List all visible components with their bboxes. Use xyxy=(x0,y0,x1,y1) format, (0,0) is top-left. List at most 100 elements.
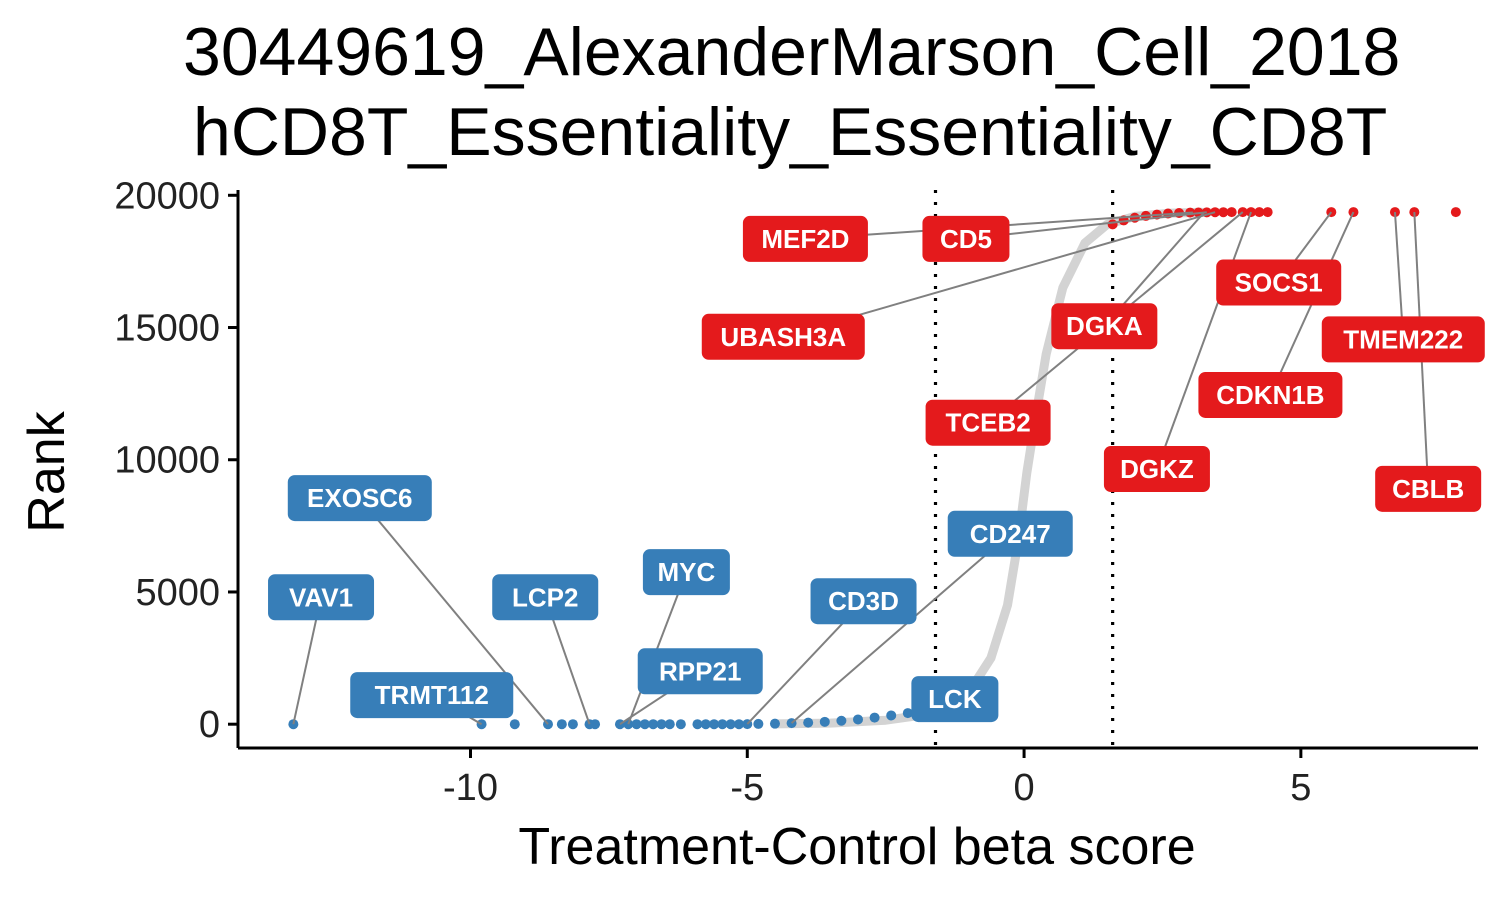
positive-gene-point xyxy=(1107,219,1118,230)
gene-label-box xyxy=(350,672,514,719)
chart-title-line-2: hCD8T_Essentiality_Essentiality_CD8T xyxy=(193,94,1387,170)
chart-title-line-1: 30449619_AlexanderMarson_Cell_2018 xyxy=(183,14,1400,90)
negative-gene-point xyxy=(656,719,667,730)
negative-gene-point xyxy=(733,719,744,730)
gene-label-box xyxy=(947,510,1073,557)
gene-label-lcp2: LCP2 xyxy=(492,574,599,621)
negative-gene-point xyxy=(664,719,675,730)
negative-gene-point xyxy=(692,719,703,730)
negative-gene-point xyxy=(803,717,814,728)
gene-label-leader-line xyxy=(790,533,1011,724)
negative-gene-point xyxy=(648,719,659,730)
gene-label-text: SOCS1 xyxy=(1235,268,1323,298)
gene-label-text: TMEM222 xyxy=(1343,324,1463,354)
gene-label-leader-line xyxy=(627,571,688,725)
gene-label-text: DGKZ xyxy=(1120,454,1194,484)
negative-gene-point xyxy=(675,719,686,730)
gene-label-box xyxy=(1216,259,1342,306)
gene-label-box xyxy=(492,574,599,621)
gene-label-text: CD247 xyxy=(970,519,1051,549)
positive-gene-point xyxy=(1450,207,1461,218)
gene-label-dgkz: DGKZ xyxy=(1103,446,1210,492)
y-tick-label: 20000 xyxy=(114,175,220,217)
axes: -10 -5 0 5 0 5000 10000 15000 20000 xyxy=(114,175,1478,809)
gene-label-cd3d: CD3D xyxy=(810,578,917,625)
gene-label-text: CBLB xyxy=(1392,474,1464,504)
plot-area: MEF2D CD5 UBASH3A DGKA TCEB2 SOCS1 CDKN1B DGKZ T… xyxy=(268,190,1485,748)
gene-labels: MEF2D CD5 UBASH3A DGKA TCEB2 SOCS1 CDKN1B DGKZ T… xyxy=(268,215,1485,723)
gene-label-box xyxy=(1051,303,1158,350)
negative-gene-point xyxy=(819,716,830,727)
gene-label-text: MYC xyxy=(658,557,716,587)
gene-label-box xyxy=(911,676,999,723)
gene-label-cdkn1b: CDKN1B xyxy=(1198,371,1343,418)
y-tick-label: 0 xyxy=(199,704,220,746)
x-tick-label: -5 xyxy=(730,767,764,809)
gene-label-text: RPP21 xyxy=(659,656,741,686)
negative-gene-point xyxy=(869,712,880,723)
gene-label-rpp21: RPP21 xyxy=(637,648,763,695)
gene-label-box xyxy=(1375,465,1482,512)
negative-gene-point xyxy=(509,719,520,730)
gene-label-text: MEF2D xyxy=(761,224,849,254)
gene-label-mef2d: MEF2D xyxy=(742,215,868,262)
negative-gene-point xyxy=(567,719,578,730)
gene-label-box xyxy=(268,574,375,621)
gene-label-vav1: VAV1 xyxy=(268,574,375,621)
gene-label-text: TCEB2 xyxy=(945,408,1030,438)
gene-label-ubash3a: UBASH3A xyxy=(701,313,865,360)
gene-label-box xyxy=(287,475,432,522)
negative-gene-point xyxy=(639,719,650,730)
negative-gene-point xyxy=(836,715,847,726)
gene-label-box xyxy=(1103,446,1210,492)
negative-gene-point xyxy=(631,719,642,730)
gene-label-text: CD3D xyxy=(828,586,899,616)
gene-label-box xyxy=(742,215,868,262)
gene-label-cd247: CD247 xyxy=(947,510,1073,557)
gene-label-text: EXOSC6 xyxy=(307,483,413,513)
gene-label-box xyxy=(1321,316,1485,363)
negative-gene-point xyxy=(556,719,567,730)
gene-label-exosc6: EXOSC6 xyxy=(287,475,432,522)
gene-label-tmem222: TMEM222 xyxy=(1321,316,1485,363)
positive-gene-point xyxy=(1226,207,1237,218)
chart-title: 30449619_AlexanderMarson_Cell_2018 hCD8T… xyxy=(183,14,1400,170)
y-axis-title: Rank xyxy=(18,410,76,532)
x-axis-title: Treatment-Control beta score xyxy=(518,818,1195,876)
gene-label-text: UBASH3A xyxy=(720,322,846,352)
negative-gene-point xyxy=(886,710,897,721)
negative-gene-point xyxy=(769,718,780,729)
negative-gene-point xyxy=(902,708,913,719)
negative-gene-point xyxy=(700,719,711,730)
gene-label-text: LCP2 xyxy=(512,582,578,612)
gene-label-cblb: CBLB xyxy=(1375,465,1482,512)
negative-gene-point xyxy=(709,719,720,730)
gene-label-box xyxy=(637,648,763,695)
negative-gene-point xyxy=(717,719,728,730)
y-tick-label: 5000 xyxy=(135,572,220,614)
gene-label-leader-line xyxy=(1155,211,1252,470)
gene-label-myc: MYC xyxy=(642,549,730,596)
gene-label-dgka: DGKA xyxy=(1051,303,1158,350)
gene-label-text: CDKN1B xyxy=(1216,380,1324,410)
gene-label-text: DGKA xyxy=(1066,311,1143,341)
x-tick-label: 0 xyxy=(1014,767,1035,809)
x-tick-label: -10 xyxy=(443,767,498,809)
gene-label-box xyxy=(701,313,865,360)
y-tick-label: 15000 xyxy=(114,308,220,350)
gene-label-box xyxy=(925,399,1051,446)
gene-label-text: CD5 xyxy=(940,224,992,254)
gene-label-trmt112: TRMT112 xyxy=(350,672,514,719)
negative-gene-point xyxy=(853,714,863,725)
gene-label-box xyxy=(642,549,730,596)
positive-gene-point xyxy=(1218,207,1229,218)
gene-label-leader-line xyxy=(359,497,549,725)
gene-label-box xyxy=(1198,371,1343,418)
gene-label-tceb2: TCEB2 xyxy=(925,399,1051,446)
gene-label-text: TRMT112 xyxy=(375,680,489,710)
y-tick-label: 10000 xyxy=(114,440,220,482)
negative-gene-point xyxy=(725,719,736,730)
negative-gene-point xyxy=(590,719,601,730)
gene-label-lck: LCK xyxy=(911,676,999,723)
